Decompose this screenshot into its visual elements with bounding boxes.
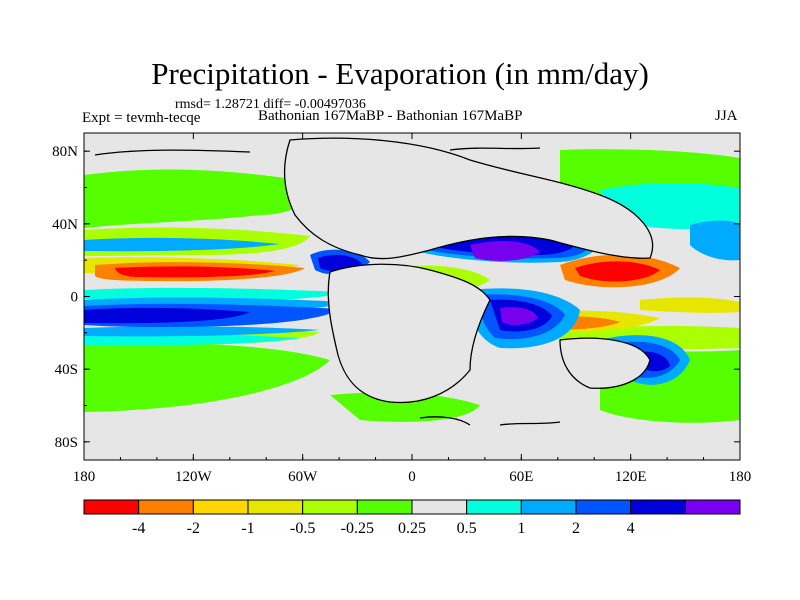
colorbar-label: -0.5 (290, 520, 315, 537)
x-tick-label: 0 (408, 469, 416, 485)
colorbar-label: 2 (572, 520, 580, 537)
colorbar-label: -4 (132, 520, 145, 537)
coastline (94, 147, 541, 156)
colorbar-swatch (83, 499, 140, 515)
coastline (419, 416, 561, 426)
stats-text: rmsd= 1.28721 diff= -0.00497036 (175, 97, 366, 112)
field-wet-darkblue (84, 307, 250, 324)
landmass-gondwana (328, 264, 490, 403)
x-tick-label: 60E (509, 469, 533, 485)
precip-evap-field (84, 138, 740, 423)
field-dry-red (575, 261, 660, 282)
colorbar-swatch (356, 499, 413, 515)
colorbar: -4 -2 -1 -0.5 -0.25 0.25 0.5 1 2 4 (83, 499, 741, 537)
coastline (327, 263, 491, 404)
field-wet-lightblue (84, 237, 280, 252)
colorbar-label: -0.25 (341, 520, 374, 537)
coastlines (94, 137, 654, 426)
colorbar-swatch (575, 499, 632, 515)
colorbar-label: 0.25 (398, 520, 426, 537)
field-wet-light (84, 343, 330, 412)
colorbar-label: -2 (187, 520, 200, 537)
experiment-label: Expt = tevmh-tecqe (82, 110, 201, 126)
field-wet-light (330, 392, 480, 422)
field-wet-purple (500, 307, 538, 326)
colorbar-swatch (247, 499, 304, 515)
field-wet-light (84, 169, 308, 228)
map-axes: 180 120W 60W 0 60E 120E 180 80N 40N 0 40S 80S (52, 133, 751, 485)
colorbar-swatch (684, 499, 741, 515)
colorbar-label: -1 (241, 520, 254, 537)
period-label: Bathonian 167MaBP - Bathonian 167MaBP (258, 108, 523, 124)
colorbar-label: 4 (627, 520, 635, 537)
y-tick-label: 0 (71, 290, 79, 306)
map-title: Precipitation - Evaporation (in mm/day) (151, 56, 649, 91)
colorbar-swatch (520, 499, 577, 515)
season-label: JJA (715, 108, 738, 124)
field-dry-yellow (640, 297, 740, 313)
field-wet-lightblue (84, 326, 320, 337)
landmass-australia-antarctica (560, 338, 650, 389)
x-tick-label: 180 (73, 469, 96, 485)
field-dry-red (115, 266, 275, 278)
colorbar-swatch (630, 499, 686, 515)
x-tick-label: 180 (729, 469, 752, 485)
field-wet-cyan (84, 287, 340, 301)
colorbar-label: 1 (517, 520, 525, 537)
field-wet-lightblue (690, 220, 740, 261)
colorbar-swatch (138, 499, 194, 515)
y-tick-label: 40N (52, 217, 78, 233)
y-tick-label: 80S (55, 435, 78, 451)
y-tick-label: 40S (55, 362, 78, 378)
x-tick-label: 60W (288, 469, 318, 485)
y-tick-label: 80N (52, 144, 78, 160)
colorbar-swatch (466, 499, 522, 515)
landmass-laurasia (284, 138, 653, 259)
colorbar-swatch (411, 499, 468, 515)
coastline (283, 137, 654, 260)
x-tick-label: 120E (615, 469, 647, 485)
coastline (559, 337, 651, 389)
x-tick-label: 120W (175, 469, 213, 485)
colorbar-swatch (302, 499, 358, 515)
colorbar-label: 0.5 (457, 520, 477, 537)
field-wet-purple (470, 240, 540, 261)
colorbar-swatch (192, 499, 249, 515)
field-wet-cyan (84, 333, 300, 346)
